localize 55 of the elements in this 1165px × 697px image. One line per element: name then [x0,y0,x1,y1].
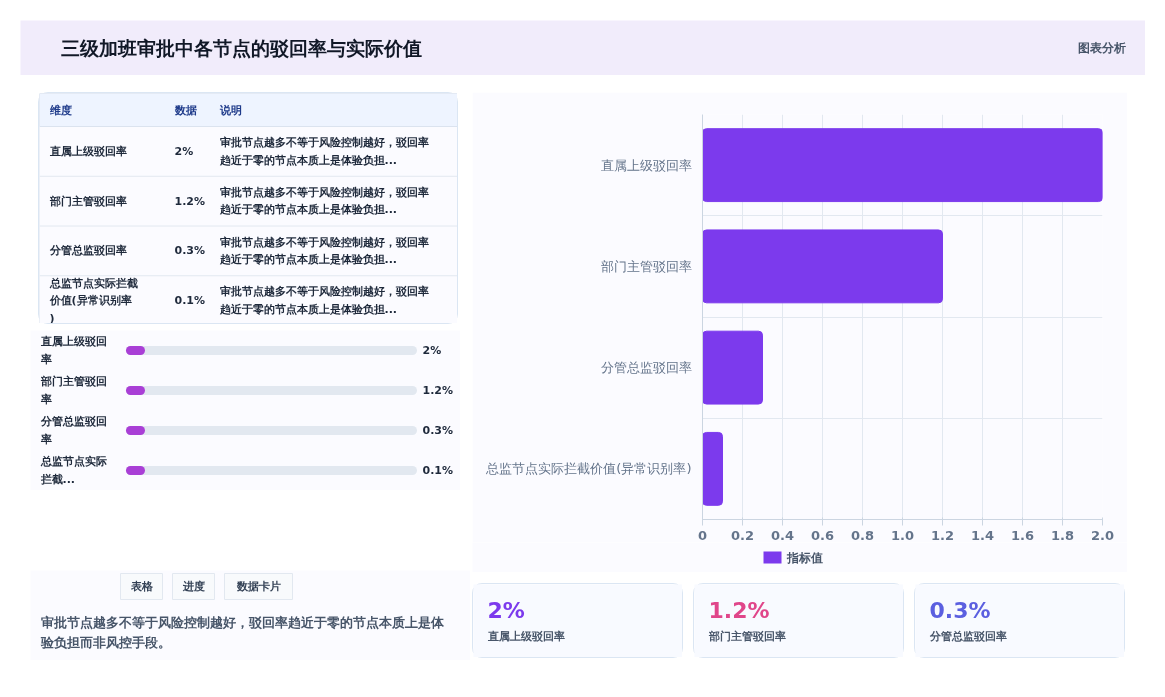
text: 部门主管驳回率 [48,194,127,208]
x-tick-label: 1.0 [890,527,915,543]
text: 数据 [173,104,197,117]
text: 说明 [218,104,242,117]
y-tick-label: 分管总监驳回率 [600,360,692,376]
text: 0.3% [422,424,454,437]
text: 总监节点实际拦截价值(异常识别率) [48,276,138,325]
text: 分管总监驳回率 [48,244,127,258]
y-tick-label: 部门主管驳回率 [600,258,692,274]
text: 0.3% [174,244,206,258]
text: 审批节点越多不等于风险控制越好，驳回率趋近于零的节点本质上是体验负担而非风控手段。 [39,614,445,651]
text: 部门主管驳回率 [39,375,107,406]
text: 1.2% [708,598,770,623]
text: 图表分析 [1077,41,1126,55]
x-tick-label: 0.4 [770,527,795,543]
text: 0.1% [174,294,206,308]
x-tick-label: 1.4 [970,527,995,543]
x-tick-label: 2.0 [1090,527,1115,543]
bar [702,431,723,506]
text: 分管总监驳回率 [39,415,107,446]
x-tick-label: 0.6 [810,527,835,543]
legend-label: 指标值 [785,550,823,565]
text: 三级加班审批中各节点的驳回率与实际价值 [60,37,422,59]
text: 2% [487,598,525,623]
text: 1.2% [174,194,206,208]
x-tick-label: 1.2 [930,527,955,543]
text: 进度 [181,580,205,593]
bar [702,330,763,405]
x-tick-label: 1.8 [1050,527,1075,543]
text: 审批节点越多不等于风险控制越好，驳回率趋近于零的节点本质上是体验负担... [218,235,429,267]
text: 部门主管驳回率 [707,630,786,643]
x-tick-label: 1.6 [1010,527,1035,543]
text: 直属上级驳回率 [486,630,565,643]
text: 表格 [129,580,154,593]
text: 2% [422,344,442,357]
text: 2% [174,144,194,158]
text: 审批节点越多不等于风险控制越好，驳回率趋近于零的节点本质上是体验负担... [218,285,429,316]
text: 1.2% [422,384,454,397]
bar [702,229,943,304]
text: 直属上级驳回率 [48,144,127,158]
x-tick-label: 0.8 [850,527,875,543]
text: 数据卡片 [235,580,281,593]
text: 0.1% [422,464,454,477]
text: 维度 [48,104,72,117]
text: 分管总监驳回率 [928,630,1007,643]
text: 0.3% [929,598,991,623]
text: 审批节点越多不等于风险控制越好，驳回率趋近于零的节点本质上是体验负担... [218,136,429,167]
y-tick-label: 直属上级驳回率 [600,157,692,173]
bar [702,128,1103,203]
x-tick-label: 0.2 [730,527,755,543]
text: 直属上级驳回率 [39,335,107,366]
x-tick-label: 0 [697,527,708,543]
text: 审批节点越多不等于风险控制越好，驳回率趋近于零的节点本质上是体验负担... [218,185,429,217]
text: 总监节点实际拦截... [39,455,107,486]
y-tick-label: 总监节点实际拦截价值(异常识别率) [485,461,692,477]
